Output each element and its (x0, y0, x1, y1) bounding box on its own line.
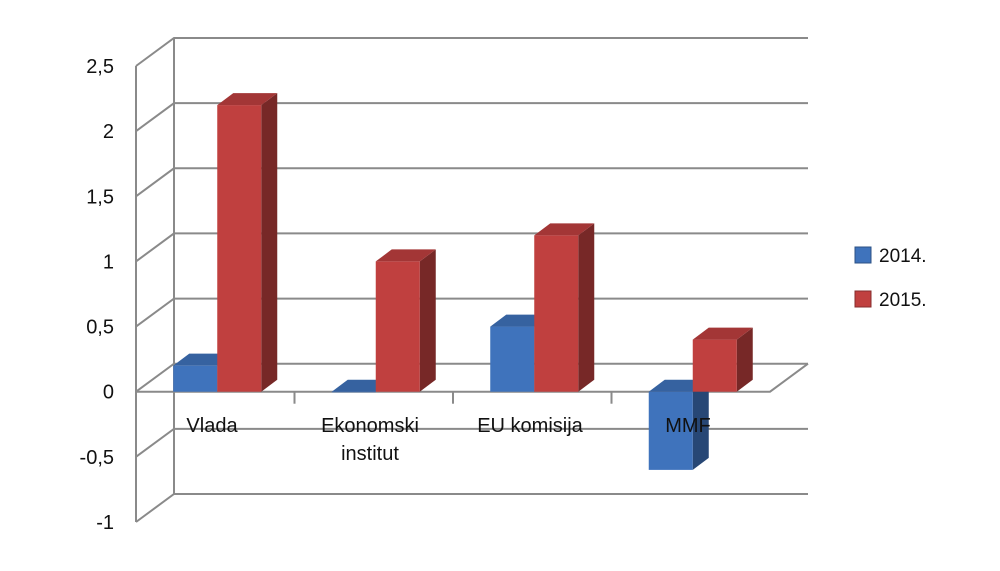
y-tick-label: 1,5 (86, 186, 114, 208)
category-labels: Vlada Ekonomski institut EU komisija MMF (186, 415, 710, 465)
category-label: Vlada (186, 415, 238, 437)
legend-label: 2015. (879, 290, 927, 311)
bar-side-face (419, 249, 436, 392)
bar-side-face (578, 223, 595, 392)
legend-swatch (854, 246, 872, 264)
bar-top-face (217, 93, 278, 106)
legend-label: 2014. (879, 246, 927, 267)
category-label: Ekonomski institut (321, 415, 419, 465)
y-tick-label: -1 (96, 512, 114, 534)
legend-item: 2014. (854, 246, 927, 267)
bar-front-face (173, 365, 218, 392)
bar-side-face (261, 93, 278, 392)
bar-side-face (736, 327, 753, 392)
y-tick-label: 0 (103, 382, 114, 404)
bar-front-face (490, 326, 535, 392)
y-tick-label: 1 (103, 251, 114, 273)
bar-2015-1 (217, 93, 278, 392)
y-tick-label: 2,5 (86, 56, 114, 78)
bar-top-face (692, 327, 753, 340)
bar-top-face (375, 249, 436, 262)
bar-front-face (648, 391, 693, 470)
legend: 2014. 2015. (854, 246, 927, 311)
category-label: MMF (665, 415, 711, 437)
y-tick-label: -0,5 (80, 447, 114, 469)
bar-front-face (534, 235, 579, 392)
gridline (135, 493, 808, 523)
legend-swatch (854, 290, 872, 308)
y-tick-label: 2 (103, 121, 114, 143)
gridline (135, 37, 808, 67)
legend-item: 2015. (854, 290, 927, 311)
bar-front-face (331, 391, 376, 393)
bars (173, 93, 753, 470)
category-label: EU komisija (477, 415, 583, 437)
bar-front-face (217, 105, 262, 392)
bar-2015-4 (692, 327, 753, 392)
bar-front-face (375, 261, 420, 392)
bar-2015-3 (534, 223, 595, 392)
bar-front-face (692, 339, 737, 392)
bar-side-face (692, 379, 709, 470)
bar-2015-2 (375, 249, 436, 392)
y-tick-label: 0,5 (86, 317, 114, 339)
bar-top-face (534, 223, 595, 236)
y-axis: -1 -0,5 0 0,5 1 1,5 2 2,5 (80, 56, 114, 534)
